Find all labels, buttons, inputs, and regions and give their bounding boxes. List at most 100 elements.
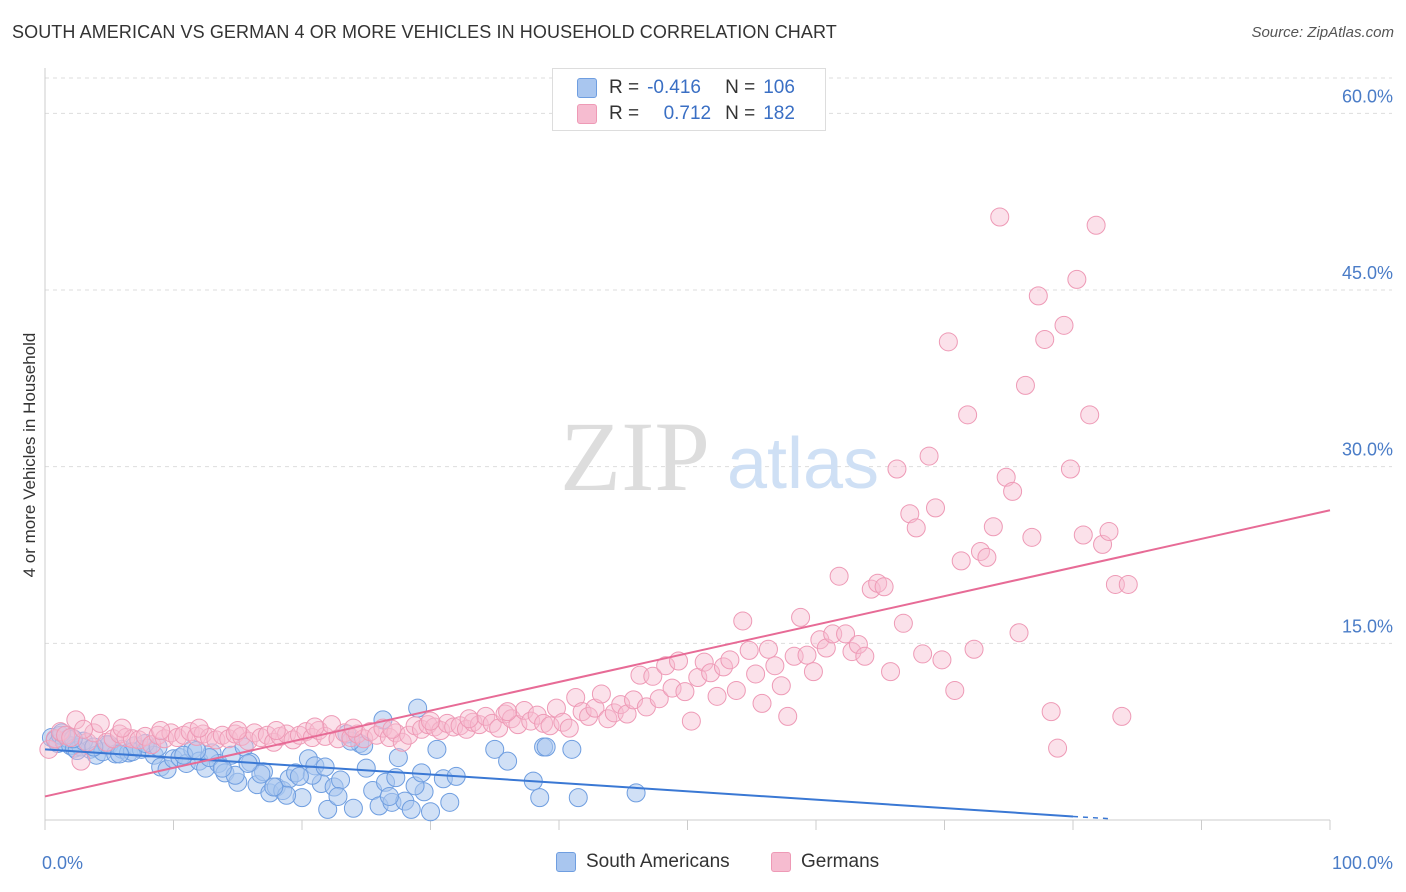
data-point-german <box>926 498 946 518</box>
data-point-german <box>726 680 746 700</box>
data-point-german <box>649 689 669 709</box>
data-point-south-american <box>440 792 460 812</box>
data-point-german <box>112 718 132 738</box>
data-point-german <box>681 711 701 731</box>
data-point-german <box>906 518 926 538</box>
data-point-german <box>996 467 1016 487</box>
x-tick-label: 100.0% <box>1332 853 1393 873</box>
data-point-german <box>1118 574 1138 594</box>
series-swatch-pink <box>771 852 791 872</box>
data-point-german <box>842 642 862 662</box>
data-point-german <box>707 686 727 706</box>
data-point-german <box>791 607 811 627</box>
legend-n-value: 182 <box>763 103 795 124</box>
data-point-german <box>421 711 440 731</box>
source-credit: Source: ZipAtlas.com <box>1251 24 1394 41</box>
data-point-german <box>591 684 611 704</box>
data-point-german <box>1035 329 1055 349</box>
data-point-south-american <box>264 777 284 797</box>
data-point-german <box>1003 481 1023 501</box>
data-point-german <box>739 640 759 660</box>
trend-lines <box>44 509 1331 820</box>
data-point-german <box>752 693 772 713</box>
series-legend-germans[interactable]: Germans <box>771 851 879 873</box>
data-point-german <box>1067 269 1087 289</box>
data-point-german <box>1028 286 1048 306</box>
data-point-german <box>746 664 766 684</box>
data-point-german <box>990 207 1010 227</box>
legend-n-value: 106 <box>763 77 795 98</box>
data-point-german <box>129 730 149 750</box>
data-point-german <box>50 722 70 742</box>
data-point-german <box>816 638 836 658</box>
data-point-south-american <box>401 799 421 819</box>
series-legend: South Americans Germans <box>0 851 1406 879</box>
data-point-german <box>758 639 778 659</box>
data-point-german <box>803 662 823 682</box>
data-point-german <box>1041 702 1061 722</box>
data-point-german <box>1073 525 1093 545</box>
data-point-south-american <box>343 798 363 818</box>
legend-r-label: R = <box>609 77 640 98</box>
data-point-south-american <box>530 788 550 808</box>
data-point-german <box>74 719 94 739</box>
data-point-german <box>951 551 971 571</box>
data-point-german <box>84 723 104 743</box>
data-point-german <box>66 710 86 730</box>
data-point-german <box>399 725 419 745</box>
trend-line-south-americans-extension <box>1072 815 1112 820</box>
data-point-german <box>142 735 162 755</box>
series-legend-south-americans[interactable]: South Americans <box>556 851 730 873</box>
data-point-german <box>656 656 676 676</box>
data-point-german <box>765 656 785 676</box>
data-point-south-american <box>331 770 351 790</box>
data-point-german <box>514 700 534 720</box>
data-point-german <box>431 720 451 740</box>
data-point-german <box>874 577 894 597</box>
y-tick-label: 45.0% <box>1342 263 1393 283</box>
series-label: Germans <box>801 851 880 872</box>
data-point-south-american <box>568 788 588 808</box>
data-point-german <box>508 715 528 735</box>
data-point-south-american <box>498 751 518 771</box>
data-point-german <box>151 720 171 740</box>
x-tick-label: 0.0% <box>42 853 83 873</box>
data-point-german <box>881 662 901 682</box>
legend-n-label: N = <box>725 77 756 98</box>
data-point-german <box>1022 527 1042 547</box>
data-point-german <box>900 504 920 524</box>
data-point-south-american <box>251 764 271 784</box>
watermark-zip: ZIP <box>560 401 710 512</box>
data-point-south-american <box>212 758 232 778</box>
y-tick-label: 60.0% <box>1342 86 1393 106</box>
data-point-south-american <box>328 786 348 806</box>
data-point-german <box>797 645 817 665</box>
german-points <box>39 207 1138 771</box>
data-point-german <box>1054 315 1074 335</box>
data-point-german <box>977 547 997 567</box>
series-label: South Americans <box>586 851 730 872</box>
data-point-south-american <box>421 802 440 822</box>
legend-n-label: N = <box>725 103 756 124</box>
data-point-german <box>836 624 856 644</box>
data-point-german <box>56 725 76 745</box>
data-point-german <box>771 676 791 696</box>
data-point-german <box>938 332 958 352</box>
data-point-german <box>459 709 479 729</box>
data-point-south-american <box>536 737 556 757</box>
data-point-german <box>189 718 209 738</box>
data-point-south-american <box>379 786 399 806</box>
axes <box>44 68 1331 830</box>
data-point-german <box>71 751 91 771</box>
data-point-south-american <box>289 766 309 786</box>
data-point-german <box>540 716 560 736</box>
data-point-german <box>1048 738 1068 758</box>
data-point-south-american <box>485 739 505 759</box>
x-tick-labels: 0.0% 100.0% <box>42 853 1393 873</box>
data-point-german <box>964 639 984 659</box>
data-point-german <box>893 613 913 633</box>
chart-title: SOUTH AMERICAN VS GERMAN 4 OR MORE VEHIC… <box>12 22 837 42</box>
watermark-atlas: atlas <box>727 424 879 504</box>
data-point-german <box>1060 459 1080 479</box>
